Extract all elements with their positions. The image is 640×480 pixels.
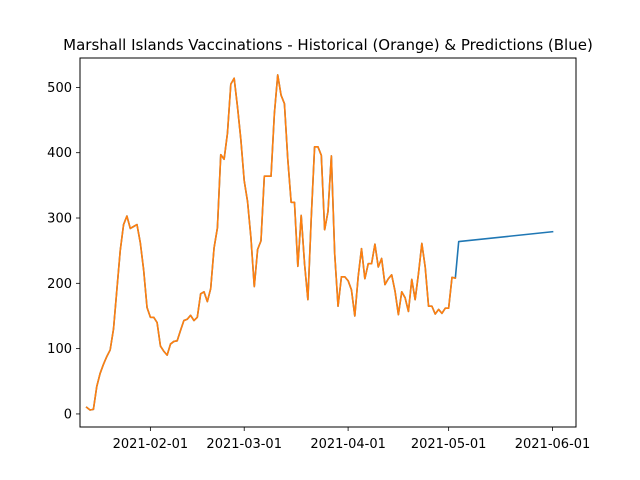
- y-tick-label: 300: [47, 212, 72, 227]
- x-tick-label: 2021-05-01: [411, 437, 487, 452]
- plot-area-frame: [79, 57, 577, 428]
- y-axis: 0 100 200 300 400 500: [47, 81, 80, 422]
- y-tick-label: 200: [47, 277, 72, 292]
- x-axis: 2021-02-01 2021-03-01 2021-04-01 2021-05-01…: [113, 427, 591, 452]
- y-tick-label: 500: [47, 81, 72, 96]
- series-layer: [85, 74, 554, 411]
- x-tick-label: 2021-02-01: [113, 437, 189, 452]
- x-tick-label: 2021-04-01: [310, 437, 386, 452]
- x-tick-label: 2021-03-01: [206, 437, 282, 452]
- y-tick-label: 100: [47, 342, 72, 357]
- y-tick-label: 0: [64, 407, 72, 422]
- y-tick-label: 400: [47, 146, 72, 161]
- series-line-orange: [85, 74, 457, 411]
- chart-title: Marshall Islands Vaccinations - Historic…: [63, 36, 593, 54]
- x-tick-label: 2021-06-01: [515, 437, 591, 452]
